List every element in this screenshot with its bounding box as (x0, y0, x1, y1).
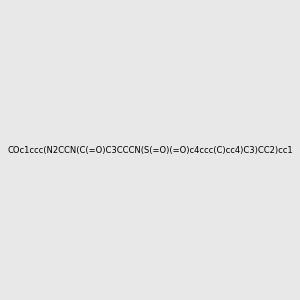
Text: COc1ccc(N2CCN(C(=O)C3CCCN(S(=O)(=O)c4ccc(C)cc4)C3)CC2)cc1: COc1ccc(N2CCN(C(=O)C3CCCN(S(=O)(=O)c4ccc… (7, 146, 293, 154)
